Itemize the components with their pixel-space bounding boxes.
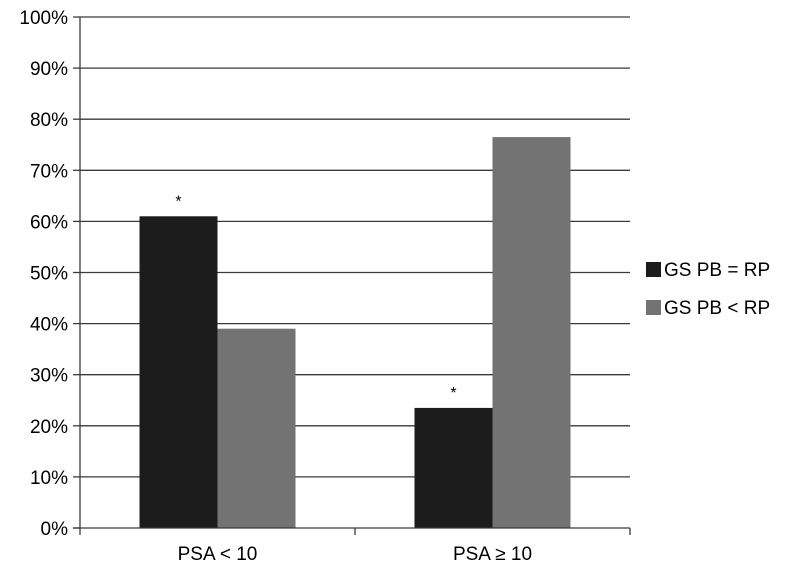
y-tick-label: 90% xyxy=(30,59,68,80)
bar xyxy=(217,328,296,528)
y-tick-label: 40% xyxy=(30,315,68,336)
bar xyxy=(139,216,218,529)
axes xyxy=(73,17,631,535)
y-tick-label: 70% xyxy=(30,161,68,182)
bar xyxy=(492,137,571,528)
legend: GS PB = RP GS PB < RP xyxy=(646,260,770,319)
significance-marker: * xyxy=(175,193,181,210)
bar xyxy=(414,407,493,528)
bars xyxy=(139,137,571,529)
x-category-label: PSA ≥ 10 xyxy=(453,544,532,565)
y-tick-label: 100% xyxy=(19,8,68,29)
legend-label: GS PB < RP xyxy=(664,298,770,319)
y-tick-label: 50% xyxy=(30,264,68,285)
y-tick-label: 0% xyxy=(41,519,69,540)
legend-swatch xyxy=(646,262,661,277)
y-tick-label: 20% xyxy=(30,417,68,438)
annotations: ** xyxy=(175,193,456,402)
y-tick-label: 30% xyxy=(30,366,68,387)
y-axis-ticks: 0% 10% 20% 30% 40% 50% 60% 70% 80% 90% 100% xyxy=(19,8,80,540)
legend-swatch xyxy=(646,300,661,315)
significance-marker: * xyxy=(450,385,456,402)
y-tick-label: 60% xyxy=(30,212,68,233)
x-category-label: PSA < 10 xyxy=(178,544,258,565)
x-axis-categories: PSA < 10 PSA ≥ 10 xyxy=(178,544,532,565)
y-tick-label: 80% xyxy=(30,110,68,131)
y-tick-label: 10% xyxy=(30,468,68,489)
legend-label: GS PB = RP xyxy=(664,260,770,281)
